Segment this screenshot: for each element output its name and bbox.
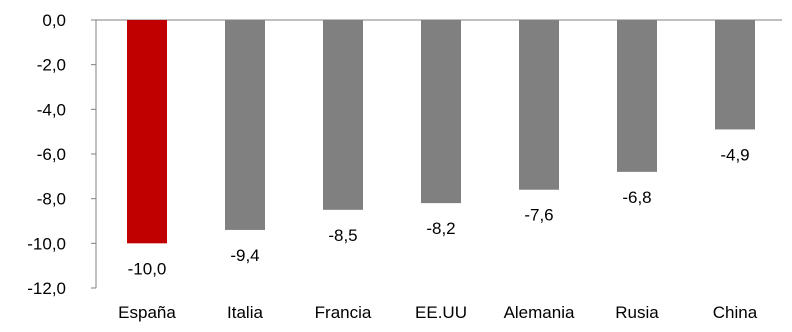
- category-label: Italia: [227, 303, 263, 322]
- category-label: Rusia: [615, 303, 659, 322]
- bar-ee-uu: [421, 20, 461, 204]
- data-labels: -10,0 -9,4 -8,5 -8,2 -7,6 -6,8 -4,9: [128, 145, 750, 278]
- y-tick-label: -4,0: [37, 100, 66, 119]
- category-label: EE.UU: [415, 303, 467, 322]
- data-label: -8,5: [328, 226, 357, 245]
- y-tick-label: -6,0: [37, 145, 66, 164]
- y-tick-label: 0,0: [42, 11, 66, 30]
- category-label: China: [713, 303, 758, 322]
- category-label: España: [118, 303, 176, 322]
- data-label: -8,2: [426, 219, 455, 238]
- data-label: -7,6: [524, 206, 553, 225]
- category-label: Alemania: [504, 303, 575, 322]
- data-label: -6,8: [622, 188, 651, 207]
- data-label: -10,0: [128, 259, 167, 278]
- bar-alemania: [519, 20, 559, 190]
- category-label: Francia: [315, 303, 372, 322]
- y-tick-label: -2,0: [37, 56, 66, 75]
- bar-rusia: [617, 20, 657, 172]
- bar-españa: [127, 20, 167, 244]
- category-labels: España Italia Francia EE.UU Alemania Rusia Chi…: [118, 303, 758, 322]
- y-tick-label: -12,0: [27, 279, 66, 298]
- bar-italia: [225, 20, 265, 230]
- data-label: -9,4: [230, 246, 259, 265]
- bars: [127, 20, 755, 244]
- y-axis-ticks: 0,0 -2,0 -4,0 -6,0 -8,0 -10,0 -12,0: [27, 11, 96, 298]
- bar-china: [715, 20, 755, 130]
- y-tick-label: -8,0: [37, 190, 66, 209]
- y-tick-label: -10,0: [27, 234, 66, 253]
- data-label: -4,9: [720, 145, 749, 164]
- bar-francia: [323, 20, 363, 210]
